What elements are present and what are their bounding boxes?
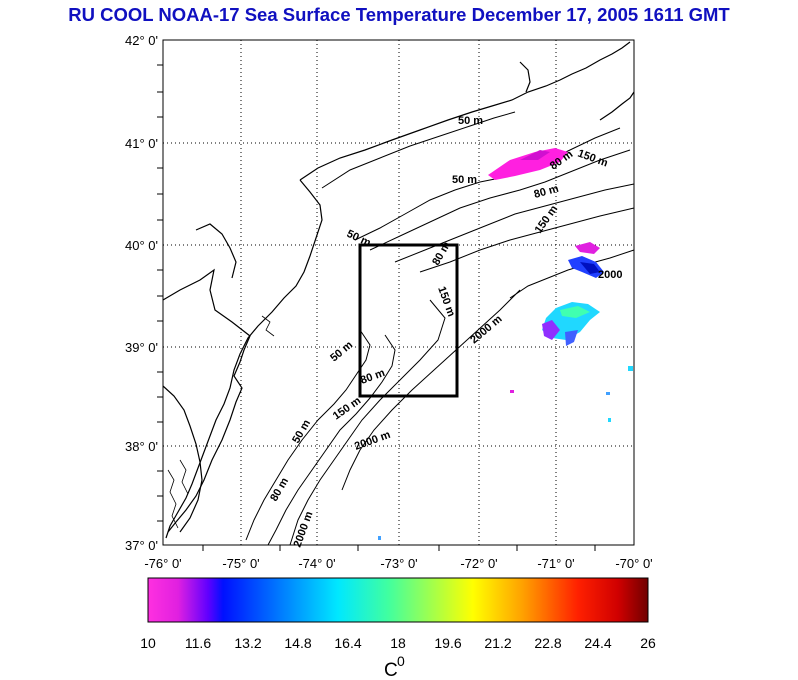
lat-label: 39° 0' bbox=[125, 340, 158, 355]
depth-label: 2000 bbox=[598, 269, 622, 281]
colorbar-tick-label: 13.2 bbox=[234, 635, 261, 651]
depth-label: 80 m bbox=[359, 367, 387, 387]
shore-texture bbox=[167, 315, 275, 529]
colorbar-tick-label: 11.6 bbox=[185, 635, 211, 651]
lon-label: -75° 0' bbox=[222, 556, 259, 571]
map-frame bbox=[162, 39, 635, 546]
colorbar-tick-label: 24.4 bbox=[584, 635, 611, 651]
latitude-labels: 42° 0' 41° 0' 40° 0' 39° 0' 38° 0' 37° 0… bbox=[125, 33, 158, 553]
colorbar-tick-label: 10 bbox=[140, 635, 156, 651]
depth-label: 150 m bbox=[435, 285, 457, 319]
graticule bbox=[163, 40, 634, 545]
lon-label: -70° 0' bbox=[615, 556, 652, 571]
colorbar-tick-label: 22.8 bbox=[534, 635, 561, 651]
depth-label: 2000 m bbox=[468, 313, 504, 346]
study-area-box bbox=[358, 243, 459, 398]
depth-label: 150 m bbox=[331, 395, 364, 423]
lon-label: -71° 0' bbox=[537, 556, 574, 571]
depth-label: 80 m bbox=[533, 183, 561, 201]
lon-label: -72° 0' bbox=[460, 556, 497, 571]
depth-label: 50 m bbox=[452, 174, 477, 186]
map-title: RU COOL NOAA-17 Sea Surface Temperature … bbox=[68, 4, 730, 25]
depth-label: 80 m bbox=[268, 476, 291, 504]
lon-label: -73° 0' bbox=[380, 556, 417, 571]
sst-data-patches bbox=[378, 148, 633, 540]
lat-label: 41° 0' bbox=[125, 136, 158, 151]
colorbar-tick-label: 14.8 bbox=[284, 635, 311, 651]
colorbar-tick-label: 26 bbox=[640, 635, 656, 651]
depth-label: 150 m bbox=[576, 148, 610, 170]
depth-label: 50 m bbox=[328, 339, 355, 364]
colorbar-tick-label: 18 bbox=[390, 635, 406, 651]
lon-label: -76° 0' bbox=[144, 556, 181, 571]
longitude-labels: -76° 0' -75° 0' -74° 0' -73° 0' -72° 0' … bbox=[144, 556, 652, 571]
lon-label: -74° 0' bbox=[298, 556, 335, 571]
colorbar-unit: C bbox=[384, 660, 398, 680]
colorbar bbox=[147, 577, 649, 623]
lat-label: 37° 0' bbox=[125, 538, 158, 553]
lat-label: 40° 0' bbox=[125, 238, 158, 253]
colorbar-unit-superscript: 0 bbox=[397, 653, 405, 669]
colorbar-tick-label: 19.6 bbox=[434, 635, 461, 651]
lat-label: 38° 0' bbox=[125, 439, 158, 454]
frame-ticks bbox=[157, 64, 596, 551]
coastline bbox=[162, 41, 635, 539]
depth-label: 50 m bbox=[290, 418, 313, 446]
lat-label: 42° 0' bbox=[125, 33, 158, 48]
colorbar-ticks: 10 11.6 13.2 14.8 16.4 18 19.6 21.2 22.8… bbox=[140, 635, 656, 651]
depth-label: 50 m bbox=[458, 115, 483, 127]
colorbar-tick-label: 21.2 bbox=[484, 635, 511, 651]
colorbar-tick-label: 16.4 bbox=[334, 635, 361, 651]
